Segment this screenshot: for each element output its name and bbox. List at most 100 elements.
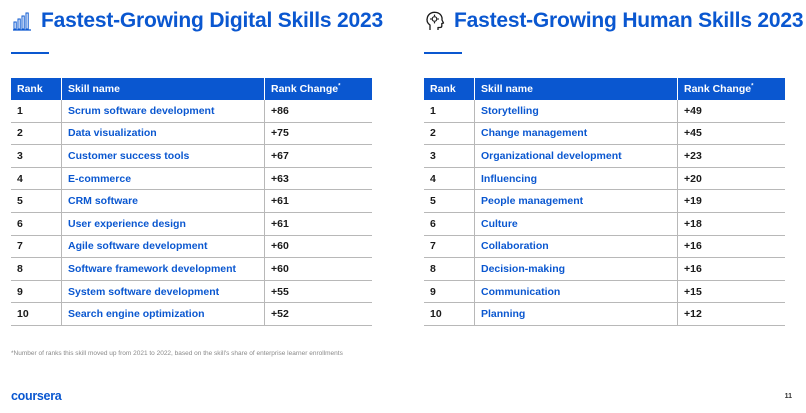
rank-change-cell: +49 xyxy=(677,100,785,123)
skill-name-cell: CRM software xyxy=(61,189,265,213)
rank-change-cell: +75 xyxy=(264,122,372,146)
table-header-row: Rank Skill name Rank Change* xyxy=(424,78,785,100)
rank-change-cell: +45 xyxy=(677,122,785,146)
rank-change-cell: +61 xyxy=(264,189,372,213)
rank-cell: 3 xyxy=(424,144,475,168)
rank-cell: 5 xyxy=(11,189,62,213)
skill-name-cell: System software development xyxy=(61,280,265,304)
rank-cell: 1 xyxy=(11,100,62,123)
rank-header: Rank xyxy=(424,78,475,100)
rank-header: Rank xyxy=(11,78,62,100)
skill-name-cell: Change management xyxy=(474,122,678,146)
digital-title-rule xyxy=(11,52,49,54)
skill-name-cell: Planning xyxy=(474,302,678,326)
table-row: 7 Collaboration +16 xyxy=(424,235,785,259)
rank-change-cell: +19 xyxy=(677,189,785,213)
head-gear-icon xyxy=(424,10,446,32)
skill-name-cell: Communication xyxy=(474,280,678,304)
rank-change-cell: +18 xyxy=(677,212,785,236)
skill-name-cell: Culture xyxy=(474,212,678,236)
rank-change-cell: +86 xyxy=(264,100,372,123)
change-header: Rank Change* xyxy=(677,78,785,100)
human-title-rule xyxy=(424,52,462,54)
table-row: 10 Planning +12 xyxy=(424,302,785,326)
rank-cell: 6 xyxy=(424,212,475,236)
skill-name-cell: Software framework development xyxy=(61,257,265,281)
table-row: 8 Software framework development +60 xyxy=(11,257,372,281)
rank-cell: 9 xyxy=(11,280,62,304)
rank-cell: 4 xyxy=(424,167,475,191)
rank-change-cell: +12 xyxy=(677,302,785,326)
table-row: 1 Storytelling +49 xyxy=(424,100,785,123)
rank-cell: 9 xyxy=(424,280,475,304)
skill-name-cell: Storytelling xyxy=(474,100,678,123)
table-row: 6 User experience design +61 xyxy=(11,212,372,236)
rank-change-cell: +52 xyxy=(264,302,372,326)
rank-cell: 6 xyxy=(11,212,62,236)
human-skills-table: Rank Skill name Rank Change* 1 Storytelli… xyxy=(424,78,785,326)
coursera-logo: coursera xyxy=(11,389,62,403)
skill-name-cell: User experience design xyxy=(61,212,265,236)
skill-name-cell: Decision-making xyxy=(474,257,678,281)
table-row: 5 CRM software +61 xyxy=(11,189,372,213)
table-row: 5 People management +19 xyxy=(424,189,785,213)
skill-name-cell: Influencing xyxy=(474,167,678,191)
skill-header: Skill name xyxy=(474,78,678,100)
skill-header: Skill name xyxy=(61,78,265,100)
skill-name-cell: E-commerce xyxy=(61,167,265,191)
rank-change-cell: +55 xyxy=(264,280,372,304)
table-row: 8 Decision-making +16 xyxy=(424,257,785,281)
digital-skills-table: Rank Skill name Rank Change* 1 Scrum soft… xyxy=(11,78,372,326)
rank-cell: 1 xyxy=(424,100,475,123)
rank-cell: 8 xyxy=(11,257,62,281)
footnote: *Number of ranks this skill moved up fro… xyxy=(11,350,343,357)
bar-chart-icon xyxy=(11,10,33,32)
rank-cell: 4 xyxy=(11,167,62,191)
rank-change-cell: +16 xyxy=(677,235,785,259)
rank-change-cell: +67 xyxy=(264,144,372,168)
table-row: 7 Agile software development +60 xyxy=(11,235,372,259)
table-header-row: Rank Skill name Rank Change* xyxy=(11,78,372,100)
rank-change-cell: +60 xyxy=(264,257,372,281)
table-row: 6 Culture +18 xyxy=(424,212,785,236)
change-header: Rank Change* xyxy=(264,78,372,100)
table-row: 3 Customer success tools +67 xyxy=(11,144,372,168)
digital-title-row: Fastest-Growing Digital Skills 2023 xyxy=(11,6,386,36)
human-rows: 1 Storytelling +49 2 Change management +45 3 Or… xyxy=(424,100,785,326)
rank-change-cell: +20 xyxy=(677,167,785,191)
skill-name-cell: Collaboration xyxy=(474,235,678,259)
digital-skills-panel: Fastest-Growing Digital Skills 2023 Rank… xyxy=(11,0,386,326)
page-number: 11 xyxy=(784,393,792,400)
rank-cell: 2 xyxy=(424,122,475,146)
rank-change-cell: +60 xyxy=(264,235,372,259)
rank-change-cell: +63 xyxy=(264,167,372,191)
table-row: 2 Change management +45 xyxy=(424,122,785,146)
table-row: 4 Influencing +20 xyxy=(424,167,785,191)
rank-change-cell: +23 xyxy=(677,144,785,168)
table-row: 9 Communication +15 xyxy=(424,280,785,304)
digital-title: Fastest-Growing Digital Skills 2023 xyxy=(41,9,383,32)
skill-name-cell: People management xyxy=(474,189,678,213)
table-row: 1 Scrum software development +86 xyxy=(11,100,372,123)
skill-name-cell: Data visualization xyxy=(61,122,265,146)
table-row: 2 Data visualization +75 xyxy=(11,122,372,146)
rank-change-cell: +16 xyxy=(677,257,785,281)
rank-cell: 7 xyxy=(11,235,62,259)
table-row: 3 Organizational development +23 xyxy=(424,144,785,168)
skill-name-cell: Scrum software development xyxy=(61,100,265,123)
rank-cell: 3 xyxy=(11,144,62,168)
table-row: 10 Search engine optimization +52 xyxy=(11,302,372,326)
human-title: Fastest-Growing Human Skills 2023 xyxy=(454,9,804,32)
human-skills-panel: Fastest-Growing Human Skills 2023 Rank S… xyxy=(424,0,804,326)
skill-name-cell: Agile software development xyxy=(61,235,265,259)
human-title-row: Fastest-Growing Human Skills 2023 xyxy=(424,6,804,36)
digital-rows: 1 Scrum software development +86 2 Data visu… xyxy=(11,100,372,326)
table-row: 9 System software development +55 xyxy=(11,280,372,304)
rank-change-cell: +15 xyxy=(677,280,785,304)
rank-cell: 7 xyxy=(424,235,475,259)
rank-cell: 8 xyxy=(424,257,475,281)
footnote-mark: * xyxy=(751,83,754,90)
skill-name-cell: Search engine optimization xyxy=(61,302,265,326)
table-row: 4 E-commerce +63 xyxy=(11,167,372,191)
rank-change-cell: +61 xyxy=(264,212,372,236)
